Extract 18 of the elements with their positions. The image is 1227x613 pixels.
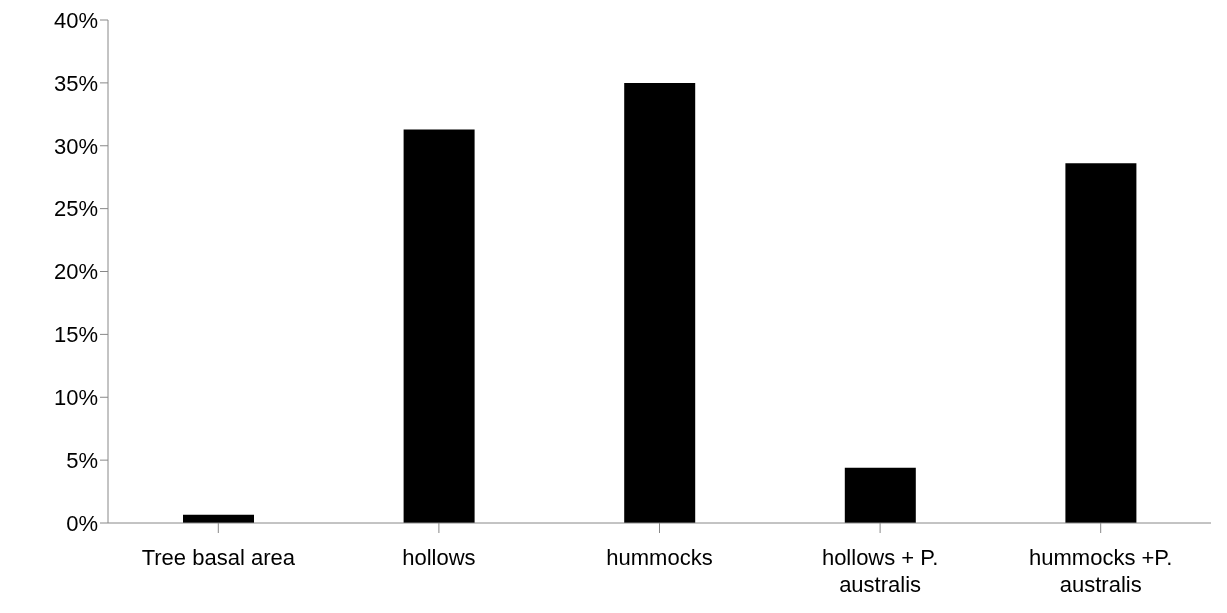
y-tick-label: 40% (53, 7, 98, 33)
y-tick-label: 30% (53, 133, 98, 159)
x-tick-label: hollows (402, 544, 476, 570)
y-tick-label: 35% (53, 70, 98, 96)
y-tick-label: 25% (53, 196, 98, 222)
bar (403, 129, 475, 523)
x-tick-label: hummocks +P. australis (1029, 544, 1173, 598)
bar (1065, 163, 1137, 523)
y-tick-label: 0% (66, 510, 98, 536)
x-tick-label: hummocks (606, 544, 713, 570)
y-tick-label: 15% (53, 322, 98, 348)
y-tick-label: 5% (66, 447, 98, 473)
x-tick-label: hollows + P. australis (821, 544, 939, 598)
bar (844, 467, 916, 523)
y-tick-label: 10% (53, 385, 98, 411)
bar (624, 82, 696, 523)
x-tick-label: Tree basal area (141, 544, 296, 570)
y-tick-label: 20% (53, 259, 98, 285)
